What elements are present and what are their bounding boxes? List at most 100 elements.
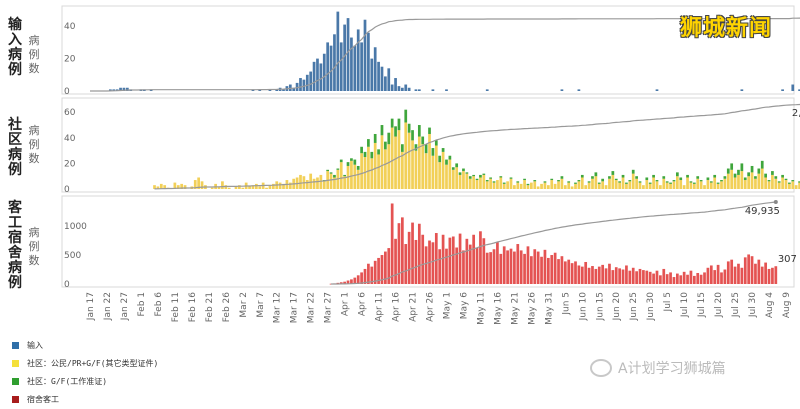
bar-dormitory-0 (401, 217, 404, 284)
bar-imported-0 (370, 59, 373, 91)
bar-community-0 (771, 175, 774, 189)
bar-dormitory-0 (669, 272, 672, 284)
bar-community-0 (774, 179, 777, 189)
bar-dormitory-0 (421, 235, 424, 284)
bar-community-0 (340, 162, 343, 189)
x-tick-label: Jul 30 (748, 292, 758, 318)
bar-community-1 (333, 175, 336, 178)
legend-swatch-community-workpass (12, 378, 19, 385)
bar-community-1 (469, 176, 472, 179)
legend: 输入 社区：公民/PR+G/F(其它类型证件) 社区：G/F(工作准证) 宿舍客… (12, 337, 158, 409)
bar-community-0 (679, 180, 682, 189)
watermark: A计划学习狮城篇 (590, 358, 726, 378)
bar-community-1 (493, 181, 496, 182)
bar-dormitory-0 (476, 248, 479, 284)
bar-dormitory-0 (398, 223, 401, 284)
bar-community-0 (578, 181, 581, 189)
bar-community-0 (540, 184, 543, 189)
bar-dormitory-0 (571, 263, 574, 284)
bar-imported-0 (561, 89, 564, 91)
bar-community-0 (567, 183, 570, 189)
bar-community-0 (523, 180, 526, 189)
bar-community-0 (744, 180, 747, 189)
bar-community-1 (432, 148, 435, 156)
bar-community-0 (673, 181, 676, 189)
bar-community-0 (571, 186, 574, 189)
bar-imported-0 (381, 67, 384, 91)
y-tick-label: 40 (64, 22, 76, 32)
x-tick-label: May 6 (459, 292, 469, 319)
bar-community-0 (581, 177, 584, 189)
y-tick-label: 500 (64, 251, 81, 261)
bar-imported-0 (333, 34, 336, 91)
bar-dormitory-0 (690, 271, 693, 284)
bar-community-1 (737, 170, 740, 175)
bar-community-1 (452, 167, 455, 170)
bar-dormitory-0 (676, 274, 679, 284)
legend-swatch-community-citizen (12, 360, 19, 367)
bar-community-1 (381, 125, 384, 135)
bar-dormitory-0 (771, 268, 774, 284)
bar-community-0 (486, 181, 489, 189)
bar-community-1 (364, 152, 367, 157)
bar-community-0 (299, 175, 302, 189)
bar-dormitory-0 (751, 256, 754, 284)
bar-dormitory-0 (435, 233, 438, 284)
bar-community-0 (639, 183, 642, 189)
bar-dormitory-0 (479, 231, 482, 284)
bar-community-0 (482, 175, 485, 189)
bar-community-1 (744, 177, 747, 180)
bar-community-0 (201, 181, 204, 189)
bar-dormitory-0 (649, 272, 652, 284)
bar-dormitory-0 (557, 259, 560, 284)
bar-community-1 (533, 180, 536, 181)
bar-community-1 (686, 175, 689, 178)
x-tick-label: Feb 6 (154, 292, 164, 317)
bar-dormitory-0 (564, 261, 567, 284)
x-tick-label: May 26 (527, 292, 537, 325)
bar-community-1 (717, 183, 720, 184)
bar-dormitory-0 (364, 269, 367, 284)
bar-imported-0 (656, 89, 659, 91)
bar-community-1 (404, 110, 407, 123)
bar-dormitory-0 (438, 249, 441, 284)
bar-dormitory-0 (652, 274, 655, 284)
bar-community-0 (791, 181, 794, 189)
x-tick-label: May 21 (510, 292, 520, 325)
bar-community-0 (574, 184, 577, 189)
y-tick-label: 20 (64, 55, 76, 65)
bar-community-0 (605, 185, 608, 189)
bar-community-1 (662, 176, 665, 179)
x-tick-label: Mar 22 (307, 292, 317, 323)
bar-community-0 (493, 183, 496, 189)
bar-community-0 (323, 181, 326, 189)
bar-community-1 (411, 130, 414, 140)
bar-community-1 (747, 172, 750, 176)
bar-community-0 (717, 184, 720, 189)
bar-dormitory-0 (506, 250, 509, 284)
x-tick-label: May 1 (442, 292, 452, 319)
bar-dormitory-0 (404, 244, 407, 284)
bar-community-0 (781, 177, 784, 189)
bar-community-0 (438, 162, 441, 189)
bar-community-1 (622, 175, 625, 178)
x-tick-label: Jul 25 (731, 292, 741, 318)
bar-community-0 (241, 188, 244, 189)
bar-community-0 (391, 128, 394, 189)
bar-community-1 (608, 176, 611, 179)
bar-dormitory-0 (757, 260, 760, 284)
bar-dormitory-0 (710, 265, 713, 284)
bar-community-1 (421, 137, 424, 145)
bar-dormitory-0 (737, 264, 740, 284)
bar-dormitory-0 (489, 252, 492, 284)
bar-dormitory-0 (628, 271, 631, 284)
cumulative-end-label-dormitory: 49,935 (745, 206, 780, 217)
bar-community-1 (438, 156, 441, 162)
bar-community-1 (764, 174, 767, 178)
bar-community-0 (404, 122, 407, 189)
bar-community-1 (330, 172, 333, 173)
bar-community-1 (561, 176, 564, 179)
x-tick-label: Feb 11 (171, 292, 181, 322)
bar-community-0 (642, 185, 645, 189)
bar-dormitory-0 (707, 268, 710, 284)
